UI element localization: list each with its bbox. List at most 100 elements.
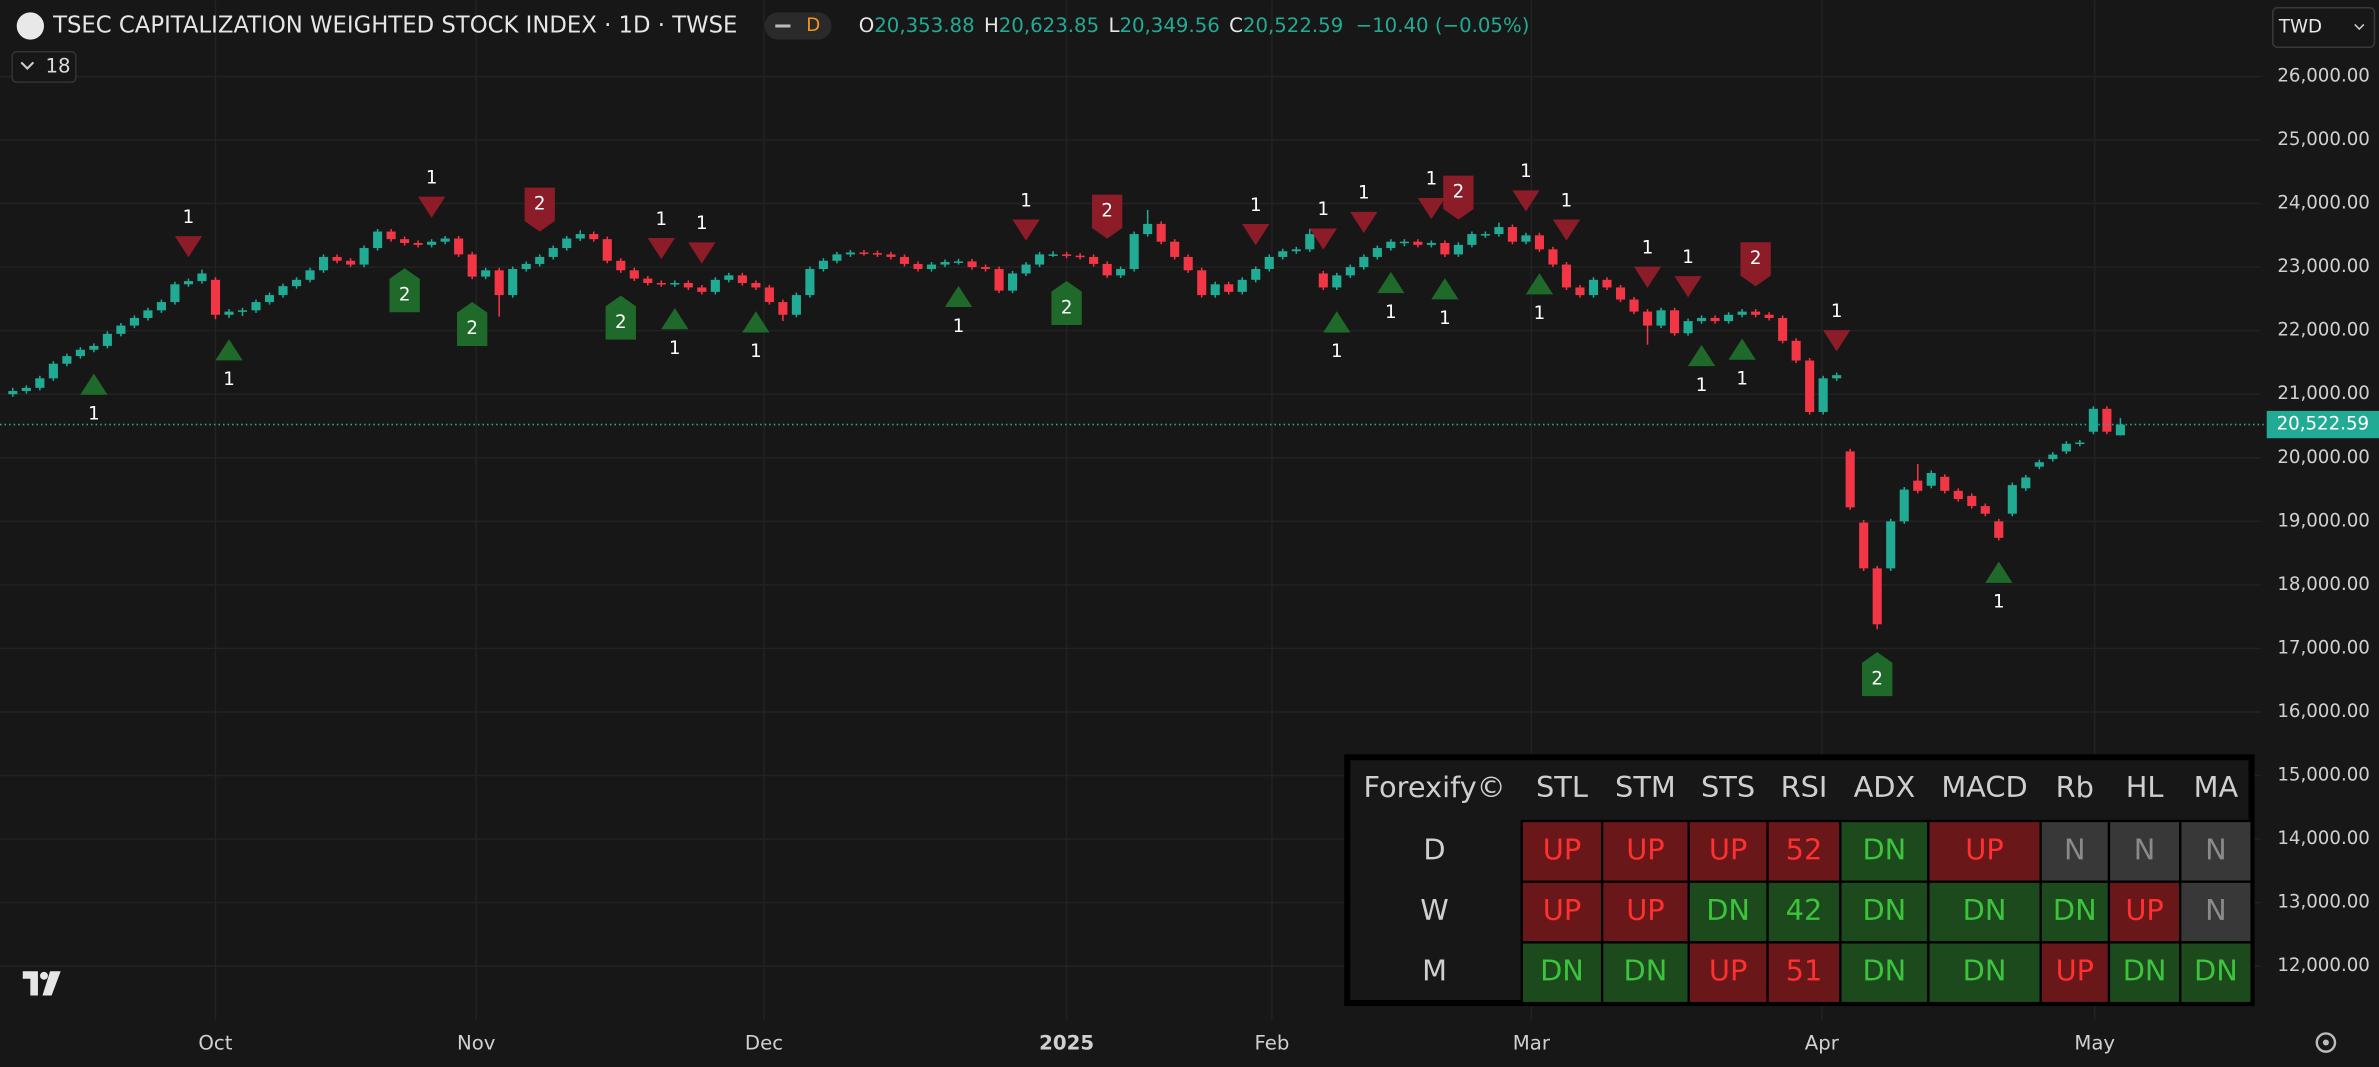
cell bbox=[2107, 819, 2182, 883]
signal-label: 1 bbox=[669, 338, 681, 359]
candle-body bbox=[332, 256, 342, 261]
cell bbox=[1687, 941, 1769, 1005]
signal-triangle bbox=[1687, 344, 1716, 367]
signal-label: 2 bbox=[1750, 248, 1762, 269]
candle-body bbox=[778, 302, 788, 315]
ohlc-legend: O20,353.88 H20,623.85 L20,349.56 C20,522… bbox=[859, 13, 1530, 36]
signal-label: 2 bbox=[1101, 200, 1113, 221]
candle-body bbox=[1575, 287, 1585, 296]
chevron-icon bbox=[20, 61, 35, 70]
candle-body bbox=[1683, 321, 1693, 334]
candle-body bbox=[1345, 267, 1355, 276]
last-price-label: 20,522.59 bbox=[2277, 414, 2370, 435]
cell bbox=[2039, 880, 2111, 944]
candle-body bbox=[1372, 248, 1382, 257]
currency-selector[interactable] bbox=[2272, 7, 2376, 48]
candle-body bbox=[400, 239, 410, 243]
candle-body bbox=[156, 302, 166, 311]
chevron-icon bbox=[2354, 23, 2365, 31]
candle-body bbox=[953, 261, 964, 263]
candle-body bbox=[35, 378, 45, 388]
x-tick-label: 2025 bbox=[1039, 1032, 1094, 1055]
cell bbox=[1839, 880, 1930, 944]
candle-body bbox=[8, 391, 18, 395]
signal-triangle bbox=[1633, 266, 1662, 288]
candle-body bbox=[427, 241, 437, 245]
signal-label: 1 bbox=[1250, 195, 1262, 216]
cell-text: 52 bbox=[1786, 832, 1823, 866]
candle-body bbox=[859, 252, 869, 255]
candle-body bbox=[1602, 279, 1612, 288]
cell bbox=[2179, 880, 2253, 944]
signal-box bbox=[456, 301, 488, 346]
candle-body bbox=[1359, 256, 1369, 268]
cell-text: UP bbox=[1709, 832, 1747, 866]
signal-label: 2 bbox=[466, 318, 478, 339]
candle-body bbox=[1291, 249, 1301, 252]
candle-body bbox=[1507, 227, 1517, 242]
badge[interactable] bbox=[764, 12, 832, 40]
signal-label: 1 bbox=[1831, 301, 1843, 322]
signal-triangle bbox=[1242, 223, 1270, 246]
signal-triangle bbox=[1985, 561, 2013, 583]
y-tick-label: 17,000.00 bbox=[2277, 637, 2370, 658]
cell-text: DN bbox=[1963, 893, 2007, 927]
chart-title[interactable]: TSEC CAPITALIZATION WEIGHTED STOCK INDEX… bbox=[52, 12, 737, 38]
candle-body bbox=[2088, 408, 2098, 432]
candle-body bbox=[1872, 568, 1882, 625]
signal-label: 1 bbox=[1561, 190, 1573, 211]
signal-label: 1 bbox=[696, 213, 708, 234]
indicators-toggle[interactable] bbox=[11, 51, 77, 83]
candle-body bbox=[751, 283, 761, 288]
signal-triangle bbox=[1350, 211, 1378, 234]
candle-body bbox=[129, 317, 139, 326]
candle-body bbox=[467, 254, 477, 277]
candle-body bbox=[1156, 223, 1166, 242]
candle-body bbox=[1197, 270, 1207, 296]
y-tick-label: 16,000.00 bbox=[2277, 701, 2370, 722]
candle-body bbox=[1670, 310, 1680, 334]
signal-box bbox=[1862, 652, 1893, 697]
cell bbox=[1766, 941, 1842, 1005]
ohlc-value: 20,353.88 bbox=[874, 13, 974, 36]
candle-body bbox=[102, 333, 112, 346]
candle-body bbox=[535, 256, 545, 264]
y-tick-label: 21,000.00 bbox=[2277, 383, 2370, 404]
candle-body bbox=[967, 261, 977, 268]
candle-body bbox=[1940, 476, 1950, 491]
signal-label: 2 bbox=[534, 193, 546, 214]
candle-body bbox=[1129, 234, 1139, 270]
settings-icon[interactable] bbox=[2315, 1032, 2337, 1053]
candle-body bbox=[913, 263, 923, 270]
tv-logo bbox=[22, 971, 61, 996]
candle-body bbox=[1332, 275, 1342, 288]
signal-box bbox=[389, 268, 420, 313]
candle-body bbox=[2034, 462, 2044, 467]
cell-text: UP bbox=[1965, 832, 2003, 866]
cell-text: UP bbox=[1543, 832, 1581, 866]
candle-body bbox=[1170, 241, 1180, 257]
candle-body bbox=[454, 238, 464, 255]
signal-label: 1 bbox=[1736, 369, 1748, 390]
signal-label: 2 bbox=[615, 312, 627, 333]
candle-body bbox=[2061, 443, 2071, 452]
candle-body bbox=[562, 238, 572, 249]
ohlc-key: L bbox=[1108, 13, 1119, 36]
signal-label: 1 bbox=[1426, 169, 1438, 190]
signal-box bbox=[1051, 280, 1082, 325]
y-tick-label: 22,000.00 bbox=[2277, 320, 2370, 341]
signal-label: 2 bbox=[1871, 668, 1883, 689]
signal-label: 1 bbox=[88, 403, 100, 424]
candle-body bbox=[1899, 489, 1909, 522]
column-header: MACD bbox=[1941, 770, 2027, 804]
candle-body bbox=[886, 254, 896, 257]
y-tick-label: 26,000.00 bbox=[2277, 65, 2370, 86]
candle-body bbox=[832, 254, 842, 261]
candle-body bbox=[1021, 264, 1031, 274]
ohlc-value: 20,349.56 bbox=[1119, 13, 1219, 36]
cell bbox=[1601, 819, 1690, 883]
candle-body bbox=[359, 248, 369, 265]
symbol-icon[interactable] bbox=[16, 12, 44, 40]
candle-body bbox=[197, 273, 207, 282]
candle-body bbox=[602, 239, 612, 261]
